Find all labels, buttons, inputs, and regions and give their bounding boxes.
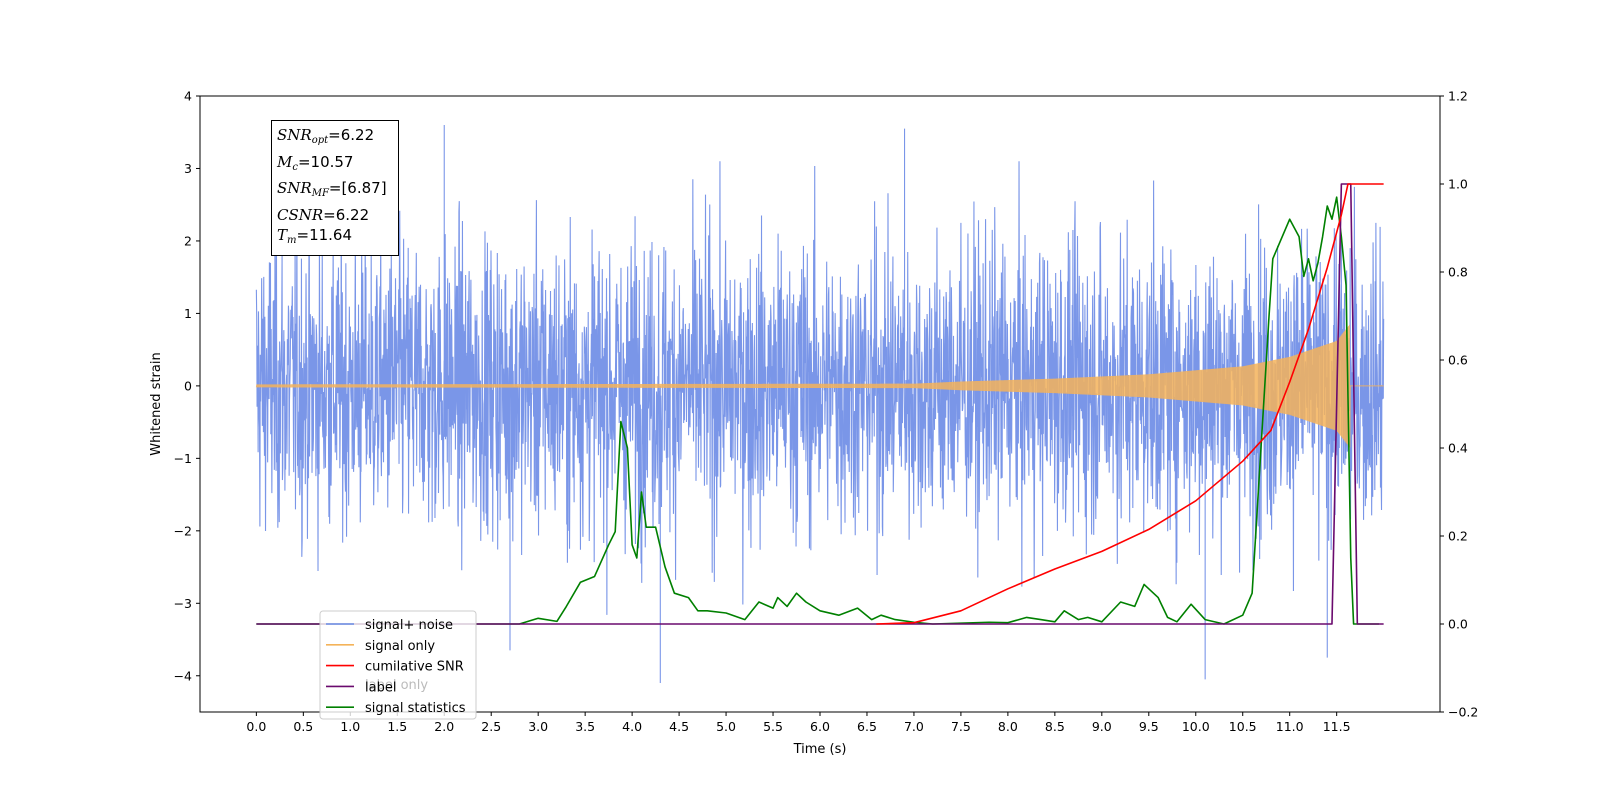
x-tick-label: 3.0 — [528, 719, 548, 734]
csnr-value: =6.22 — [323, 205, 370, 224]
x-tick-label: 11.0 — [1276, 719, 1304, 734]
x-tick-label: 10.5 — [1229, 719, 1257, 734]
legend-label: label — [365, 680, 396, 695]
series-signal-noise — [255, 124, 1385, 684]
snr-mf-line: SNRMF=[6.87] — [277, 179, 387, 199]
mc-value: =10.57 — [297, 152, 354, 171]
legend-label: signal+ noise — [365, 618, 453, 633]
x-axis-ticks: 0.0 0.5 1.0 1.5 2.0 2.5 3.0 3.5 4.0 4.5 5.0 5.5 6.0 6… — [246, 712, 1351, 734]
y-axis-ticks: 4 3 2 1 0 −1 −2 −3 −4 — [174, 89, 200, 683]
y2-tick-label: −0.2 — [1448, 705, 1478, 720]
csnr-line: CSNR=6.22 — [277, 205, 370, 224]
x-tick-label: 2.5 — [481, 719, 501, 734]
x-tick-label: 6.5 — [857, 719, 877, 734]
x-tick-label: 9.0 — [1092, 719, 1112, 734]
x-tick-label: 9.5 — [1139, 719, 1159, 734]
x-tick-label: 7.5 — [951, 719, 971, 734]
y-tick-label: −1 — [174, 451, 192, 466]
y2-tick-label: 0.8 — [1448, 265, 1468, 280]
x-tick-label: 3.5 — [575, 719, 595, 734]
y2-tick-label: 1.2 — [1448, 89, 1468, 104]
y-tick-label: 3 — [184, 161, 192, 176]
snr-opt-line: SNRopt=6.22 — [277, 126, 375, 146]
y2-tick-label: 0.0 — [1448, 617, 1468, 632]
x-tick-label: 2.0 — [434, 719, 454, 734]
series-label — [256, 183, 1384, 625]
x-tick-label: 4.5 — [669, 719, 689, 734]
x-tick-label: 5.5 — [763, 719, 783, 734]
legend-frame — [319, 610, 477, 720]
x-tick-label: 0.5 — [293, 719, 313, 734]
y-tick-label: −4 — [174, 668, 192, 683]
y-axis-title: Whitened strain — [149, 352, 164, 455]
y-tick-label: −3 — [174, 596, 192, 611]
x-tick-label: 1.5 — [387, 719, 407, 734]
snr-mf-value: =[6.87] — [328, 179, 387, 197]
info-box: SNRopt=6.22 Mc=10.57 SNRMF=[6.87] CSNR=6… — [271, 120, 399, 256]
x-axis-title: Time (s) — [793, 742, 847, 757]
y-tick-label: 2 — [184, 233, 192, 248]
x-tick-label: 10.0 — [1182, 719, 1210, 734]
tm-line: Tm=11.64 — [277, 226, 353, 246]
y2-tick-label: 0.2 — [1448, 529, 1468, 544]
series-layer — [255, 124, 1385, 684]
y2-tick-label: 0.4 — [1448, 441, 1468, 456]
y2-axis-ticks: 1.2 1.0 0.8 0.6 0.4 0.2 0.0 −0.2 — [1440, 89, 1478, 720]
legend-label: signal statistics — [365, 701, 466, 716]
x-tick-label: 11.5 — [1323, 719, 1351, 734]
x-tick-label: 8.5 — [1045, 719, 1065, 734]
legend-label: signal only — [365, 639, 435, 654]
legend-ghost-text: label only — [365, 678, 428, 693]
x-tick-label: 8.0 — [998, 719, 1018, 734]
mc-line: Mc=10.57 — [277, 152, 354, 173]
series-signal-only — [255, 324, 1384, 448]
x-tick-label: 4.0 — [622, 719, 642, 734]
x-tick-label: 1.0 — [340, 719, 360, 734]
x-tick-label: 7.0 — [904, 719, 924, 734]
y-tick-label: 4 — [184, 89, 192, 104]
y2-tick-label: 1.0 — [1448, 177, 1468, 192]
series-cumulative-snr — [876, 183, 1384, 625]
series-signal-statistics — [256, 196, 1379, 625]
y2-tick-label: 0.6 — [1448, 353, 1468, 368]
x-tick-label: 6.0 — [810, 719, 830, 734]
y-tick-label: −2 — [174, 523, 192, 538]
snr-opt-value: =6.22 — [328, 126, 375, 144]
y-tick-label: 1 — [184, 306, 192, 321]
tm-value: =11.64 — [296, 226, 353, 244]
legend-label: cumilative SNR — [365, 660, 464, 675]
x-tick-label: 5.0 — [716, 719, 736, 734]
x-tick-label: 0.0 — [246, 719, 266, 734]
y-tick-label: 0 — [184, 378, 192, 393]
plot-area — [199, 95, 1441, 713]
legend: label only signal+ noise signal only cumil… — [319, 610, 477, 720]
